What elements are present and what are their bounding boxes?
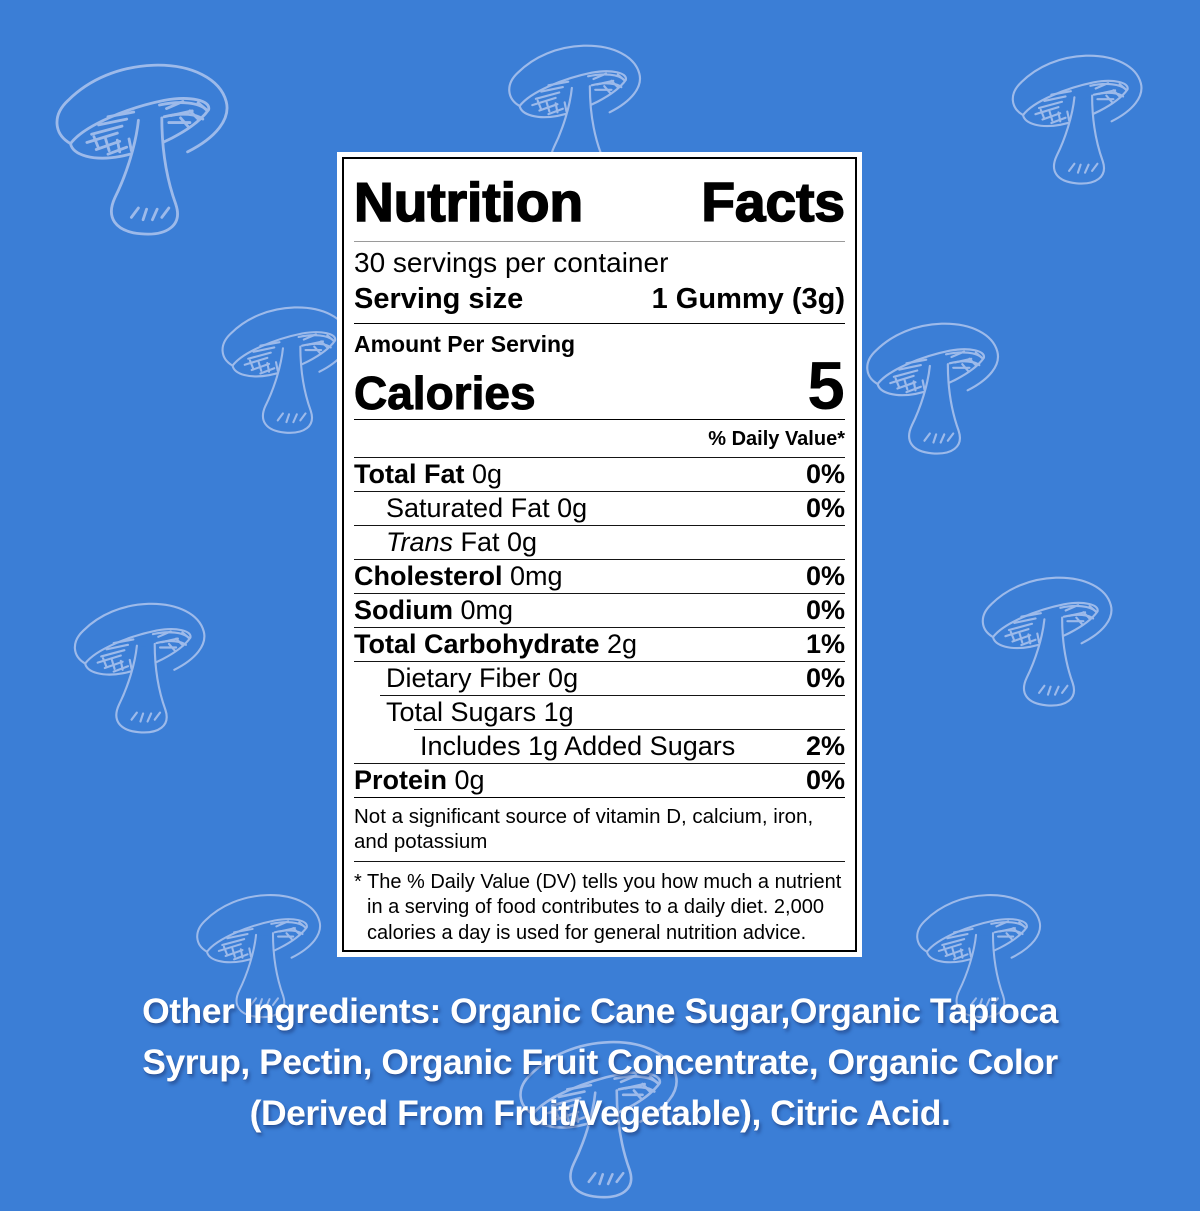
nutrient-name: Includes 1g Added Sugars xyxy=(420,730,736,761)
divider-bar-thick-bottom xyxy=(354,796,845,798)
mushroom-icon xyxy=(62,592,218,744)
nutrition-facts-title: Nutrition Facts xyxy=(353,159,846,242)
nutrient-row-includes-1g-added-sugars: Includes 1g Added Sugars 2% xyxy=(354,728,845,763)
nutrient-daily-value: 0% xyxy=(805,662,845,693)
nutrient-name: Cholesterol 0mg xyxy=(354,560,563,591)
footnote-asterisk: * xyxy=(354,870,362,893)
nutrient-row-trans-fat: Trans Fat 0g xyxy=(354,524,845,559)
serving-size-row: Serving size 1 Gummy (3g) xyxy=(354,281,845,323)
divider-bar-thick xyxy=(354,323,845,325)
mushroom-icon xyxy=(854,312,1012,465)
ingredients-line: Other Ingredients: Organic Cane Sugar,Or… xyxy=(142,991,1058,1031)
nutrient-daily-value: 2% xyxy=(805,730,845,761)
ingredients-line: (Derived From Fruit/Vegetable), Citric A… xyxy=(249,1093,951,1133)
nutrient-name: Total Carbohydrate 2g xyxy=(354,628,638,659)
nutrition-facts-panel: Nutrition Facts 30 servings per container… xyxy=(342,157,857,952)
nutrient-daily-value: 0% xyxy=(805,764,845,795)
nutrient-row-total-carbohydrate: Total Carbohydrate 2g 1% xyxy=(354,626,845,661)
nutrient-daily-value: 0% xyxy=(805,492,845,523)
nutrient-row-total-sugars: Total Sugars 1g xyxy=(354,694,845,729)
nutrient-row-dietary-fiber: Dietary Fiber 0g 0% xyxy=(354,660,845,695)
nutrient-rows: Total Fat 0g 0% Saturated Fat 0g 0% Trans Fa… xyxy=(354,456,845,797)
mushroom-icon xyxy=(1000,44,1155,195)
nutrient-daily-value: 0% xyxy=(805,594,845,625)
other-ingredients-text: Other Ingredients: Organic Cane Sugar,Or… xyxy=(0,986,1200,1139)
calories-row: Calories 5 xyxy=(354,348,845,425)
nutrient-row-sodium: Sodium 0mg 0% xyxy=(354,592,845,627)
daily-value-footnote: * The % Daily Value (DV) tells you how m… xyxy=(354,860,845,946)
calories-label: Calories xyxy=(354,366,537,419)
nutrient-name: Dietary Fiber 0g xyxy=(386,662,579,693)
nutrient-row-protein: Protein 0g 0% xyxy=(354,762,845,797)
nutrient-name: Total Sugars 1g xyxy=(386,696,574,727)
nutrient-daily-value: 1% xyxy=(805,628,845,659)
nutrient-name: Saturated Fat 0g xyxy=(386,492,588,523)
nutrient-row-cholesterol: Cholesterol 0mg 0% xyxy=(354,558,845,593)
nutrient-name: Sodium 0mg xyxy=(354,594,514,625)
nutrient-row-total-fat: Total Fat 0g 0% xyxy=(354,456,845,491)
nutrient-row-saturated-fat: Saturated Fat 0g 0% xyxy=(354,490,845,525)
nutrient-name: Total Fat 0g xyxy=(354,458,503,489)
mushroom-icon xyxy=(40,50,245,249)
nutrient-name: Protein 0g xyxy=(354,764,485,795)
nutrient-daily-value: 0% xyxy=(805,458,845,489)
mushroom-icon xyxy=(970,566,1125,717)
amount-per-serving-label: Amount Per Serving xyxy=(354,331,576,358)
divider-bar-medium xyxy=(354,419,845,420)
not-significant-note: Not a significant source of vitamin D, c… xyxy=(354,804,814,853)
nutrient-daily-value: 0% xyxy=(805,560,845,591)
calories-value: 5 xyxy=(807,348,845,425)
daily-value-header: % Daily Value* xyxy=(708,427,845,450)
nutrient-name: Trans Fat 0g xyxy=(386,526,538,557)
serving-size-value: 1 Gummy (3g) xyxy=(651,283,845,316)
nutrition-facts-title-word: Facts xyxy=(701,170,846,234)
servings-per-container: 30 servings per container xyxy=(354,247,669,278)
nutrition-facts-title-word: Nutrition xyxy=(353,170,584,234)
serving-size-label: Serving size xyxy=(354,283,524,316)
nutrition-facts-label: Nutrition Facts 30 servings per container… xyxy=(337,152,862,957)
footnote-text: The % Daily Value (DV) tells you how muc… xyxy=(367,870,842,944)
ingredients-line: Syrup, Pectin, Organic Fruit Concentrate… xyxy=(142,1042,1058,1082)
